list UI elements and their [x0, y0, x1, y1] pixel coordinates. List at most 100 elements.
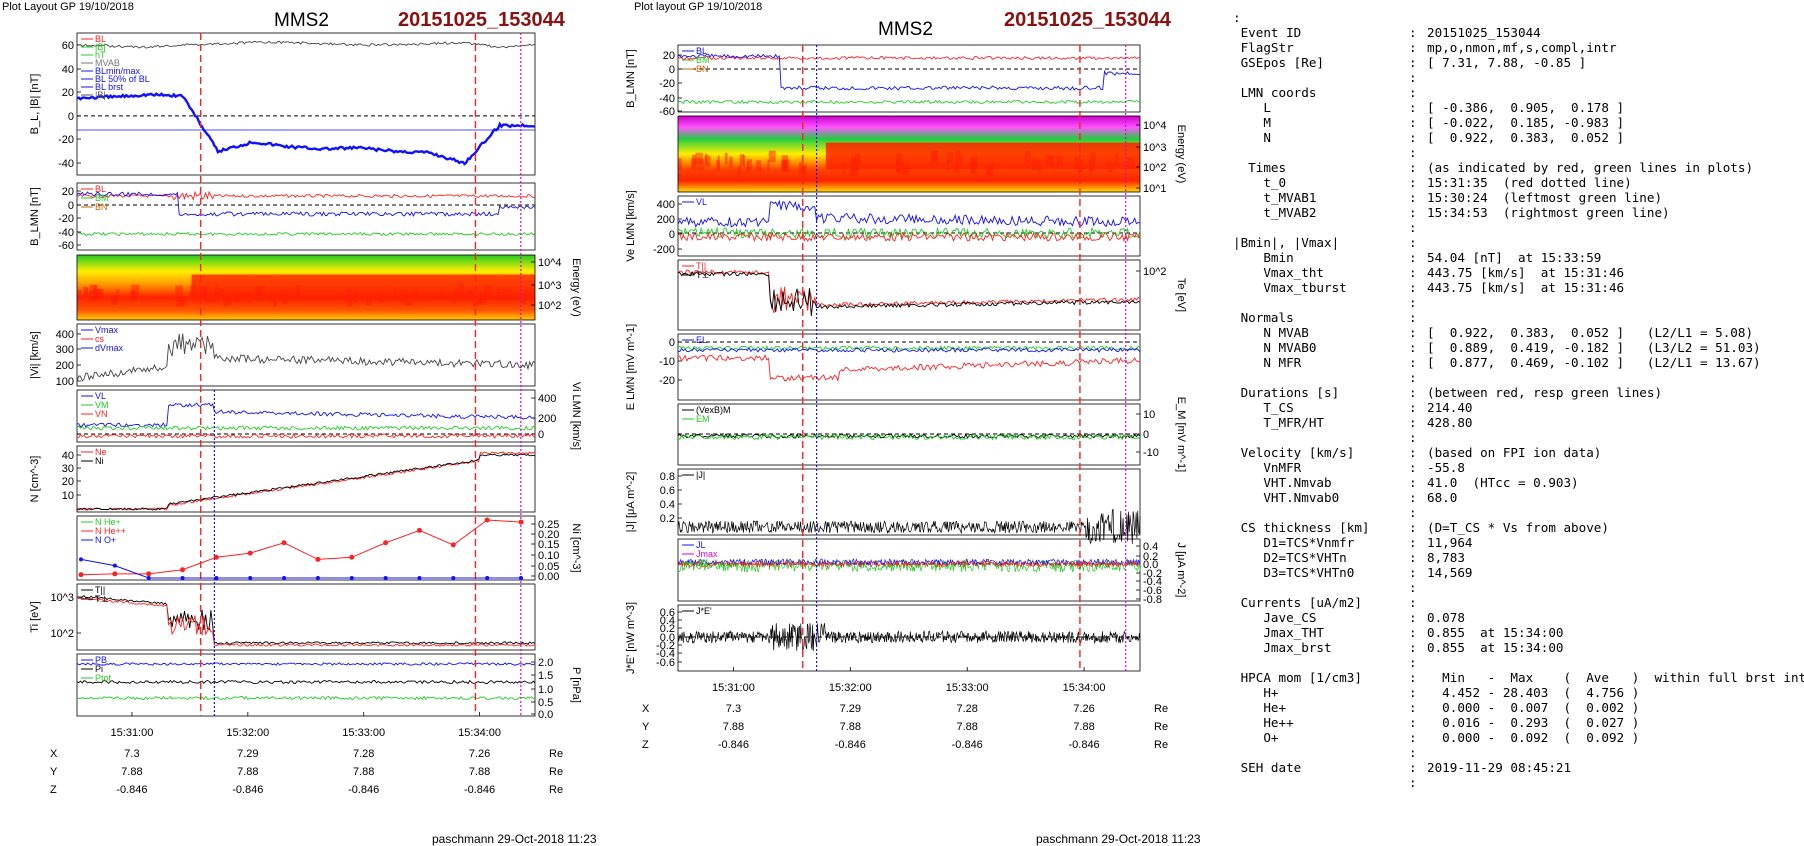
info-row: : — [1233, 295, 1804, 310]
info-colon: : — [1409, 595, 1417, 610]
y-tick-label: 0.2 — [660, 623, 675, 635]
panel-6: 0.8 0.6 0.4 0.2 |J| [μA m^-2] |J| — [625, 468, 1141, 545]
legend-label: hT — [95, 50, 106, 60]
info-colon: : — [1409, 250, 1417, 265]
series-line-B-total — [76, 40, 536, 49]
y-tick-label: -20 — [58, 213, 74, 225]
panel-frame — [76, 583, 536, 651]
info-colon: : — [1409, 700, 1417, 715]
info-colon: : — [1409, 400, 1417, 415]
y-tick-label: 1.5 — [538, 670, 553, 682]
spectrogram-patch — [273, 296, 278, 307]
panel-4: 0 -10 -20 E LMN [mV m^-1] EL — [625, 324, 1141, 410]
series-line-BN — [677, 99, 1141, 105]
spectrogram-patch — [405, 296, 413, 306]
y-axis-label: E_M [mV m^-1] — [1175, 397, 1187, 472]
info-colon: : — [1409, 70, 1417, 85]
y-tick-label: 0 — [68, 200, 74, 212]
pos-value: -0.846 — [718, 739, 749, 751]
info-value: Min - Max ( Ave ) within full brst int — [1427, 670, 1804, 685]
info-key: Jmax_THT — [1233, 625, 1324, 640]
y-axis-label: Ti [eV] — [29, 601, 41, 632]
series-line-J-mag — [677, 508, 1141, 545]
y-tick-label: -20 — [659, 78, 675, 90]
info-value: 2019-11-29 08:45:21 — [1427, 760, 1572, 775]
spectrogram-patch — [131, 284, 140, 295]
info-key: L — [1233, 100, 1271, 115]
info-key: O+ — [1233, 730, 1279, 745]
info-row: : — [1233, 70, 1804, 85]
pos-value: -0.846 — [116, 784, 147, 796]
y-tick-label: -40 — [659, 93, 675, 105]
y-tick-label: 400 — [657, 199, 675, 211]
pos-value: 7.88 — [840, 721, 861, 733]
info-value: -55.8 — [1427, 460, 1465, 475]
y-tick-label: 0 — [669, 229, 675, 241]
series-line-Ve-blue — [677, 199, 1141, 228]
x-tick-label: 15:32:00 — [226, 727, 269, 739]
spectrogram-patch — [88, 290, 97, 301]
info-row: Normals: — [1233, 310, 1804, 325]
info-key: He++ — [1233, 715, 1294, 730]
legend-label: Ptot — [95, 673, 112, 683]
info-key: FlagStr — [1233, 40, 1294, 55]
pos-value: 7.28 — [353, 748, 374, 760]
info-value: 0.016 - 0.293 ( 0.027 ) — [1427, 715, 1640, 730]
y-axis-label: Energy (eV) — [1175, 125, 1187, 184]
info-colon: : — [1409, 670, 1417, 685]
y-axis-label: N [cm^-3] — [29, 456, 41, 503]
info-key: LMN coords — [1233, 85, 1317, 100]
info-value: [ 0.922, 0.383, 0.052 ] — [1427, 130, 1625, 145]
series-line-E-red — [678, 354, 1141, 382]
y-tick-label: -10 — [1143, 447, 1159, 459]
info-key — [1233, 775, 1409, 790]
series-line-BL — [76, 92, 536, 166]
y-tick-label: 0.6 — [660, 485, 675, 497]
info-key: T_MFR/HT — [1233, 415, 1324, 430]
info-key — [1233, 580, 1409, 595]
series-line-EM — [677, 433, 1141, 441]
info-colon: : — [1409, 370, 1417, 385]
spectrogram-patch — [176, 296, 184, 307]
y-axis-label: P [nPa] — [570, 667, 582, 703]
info-colon: : — [1409, 190, 1417, 205]
info-colon: : — [1409, 235, 1417, 250]
panel-7: 0.40.20.0-0.2-0.4-0.6-0.8 J [μA m^-2] JLJm… — [677, 538, 1187, 606]
y-axis-label: Vi LMN [km/s] — [570, 382, 582, 450]
info-colon: : — [1409, 25, 1417, 40]
y-tick-label: 200 — [657, 214, 675, 226]
x-tick-label: 15:34:00 — [458, 727, 501, 739]
legend-label: cs — [95, 334, 105, 344]
spectrogram-patch — [365, 296, 372, 306]
info-key: N MVAB0 — [1233, 340, 1317, 355]
series-line-JE — [677, 623, 1141, 651]
x-tick-label: 15:33:00 — [946, 682, 989, 694]
info-colon: : — [1409, 55, 1417, 70]
info-key: Vmax_tht — [1233, 265, 1324, 280]
spectrogram-patch — [116, 289, 120, 300]
info-row: t_0:15:31:35 (red dotted line) — [1233, 175, 1804, 190]
info-row: : — [1233, 505, 1804, 520]
info-key: H+ — [1233, 685, 1279, 700]
info-key: D1=TCS*Vnmfr — [1233, 535, 1355, 550]
panel-8: 0.60.40.20.0-0.2-0.4-0.6 J*E' [nW m^-3] J*… — [625, 602, 1141, 674]
info-row: : — [1233, 775, 1804, 790]
info-colon: : — [1409, 145, 1417, 160]
info-colon: : — [1409, 535, 1417, 550]
info-colon: : — [1409, 715, 1417, 730]
info-key: Bmin — [1233, 250, 1294, 265]
info-value: 15:31:35 (red dotted line) — [1427, 175, 1632, 190]
spectrogram-patch — [717, 155, 720, 168]
info-key — [1233, 220, 1409, 235]
y-tick-label: 20 — [663, 50, 675, 62]
series-line-BL — [677, 55, 1141, 61]
info-value: 443.75 [km/s] at 15:31:46 — [1427, 280, 1625, 295]
legend-label: BL — [95, 184, 106, 194]
pos-value: 7.88 — [237, 766, 258, 778]
panel-frame — [76, 515, 536, 581]
info-row: LMN coords: — [1233, 85, 1804, 100]
info-key: : — [1233, 10, 1241, 25]
spectrogram-patch — [89, 284, 97, 295]
pos-value: 7.29 — [840, 703, 861, 715]
y-tick-label: 0.6 — [660, 607, 675, 619]
